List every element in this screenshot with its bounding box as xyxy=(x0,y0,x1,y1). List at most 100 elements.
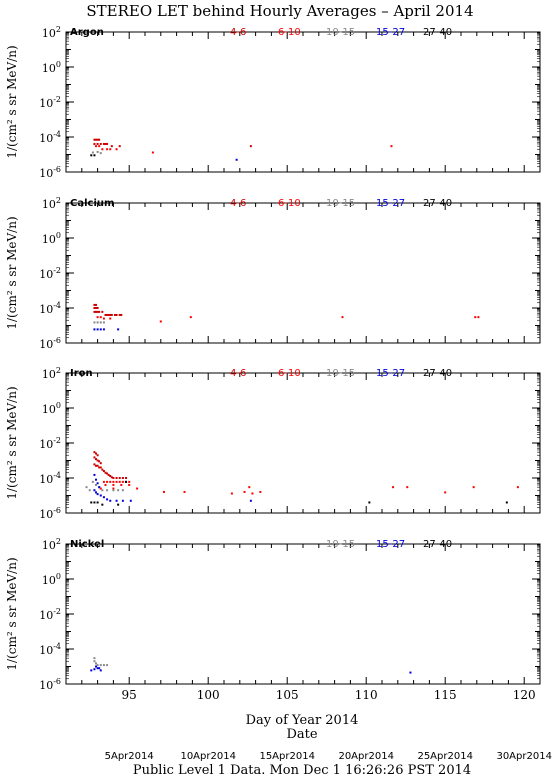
date-ticks: 5Apr2014 10Apr2014 15Apr2014 20Apr2014 25Apr… xyxy=(105,751,552,762)
legend-entry-27-40: 27-40 xyxy=(423,368,452,379)
data-point xyxy=(96,316,99,319)
data-point xyxy=(406,486,409,489)
data-point xyxy=(101,468,104,471)
data-point xyxy=(96,501,99,504)
data-point xyxy=(96,307,99,309)
data-point xyxy=(106,313,109,316)
series-15-27 xyxy=(93,328,120,331)
data-point xyxy=(110,476,113,479)
data-point xyxy=(444,491,447,494)
legend-entry-27-40: 27-40 xyxy=(423,198,452,209)
y-tick-label: 10-6 xyxy=(39,506,61,521)
data-point xyxy=(93,307,96,309)
data-point xyxy=(104,313,107,316)
data-point xyxy=(96,328,99,331)
panel-calcium: 10-6 10-4 10-2 100 102 1/(cm² s sr MeV/n) Calc… xyxy=(5,196,541,351)
data-point xyxy=(102,317,105,320)
data-point xyxy=(259,490,262,493)
data-point xyxy=(93,489,96,492)
data-point xyxy=(109,317,112,320)
plot-frame xyxy=(65,202,541,344)
data-point xyxy=(104,471,107,474)
y-tick-label: 10-6 xyxy=(39,165,61,180)
data-point xyxy=(102,328,105,331)
data-point xyxy=(107,473,110,476)
legend-entry-6-10: 6-10 xyxy=(278,368,301,379)
data-point xyxy=(93,463,96,466)
data-point xyxy=(96,321,99,324)
data-point xyxy=(112,477,115,479)
series-4-6 xyxy=(93,451,128,479)
data-point xyxy=(112,483,115,486)
data-point xyxy=(93,310,96,313)
data-point xyxy=(96,150,99,153)
x-axis-label: Day of Year 2014 xyxy=(246,713,359,728)
data-point xyxy=(88,489,91,492)
data-point xyxy=(109,499,112,502)
data-point xyxy=(474,316,477,319)
data-point xyxy=(102,142,105,145)
panel-nickel: 10-6 10-4 10-2 100 102 1/(cm² s sr MeV/n) Nick… xyxy=(5,537,541,702)
data-point xyxy=(106,480,109,483)
data-point xyxy=(120,483,123,486)
x-tick-label: 120 xyxy=(513,688,536,702)
data-point xyxy=(99,321,102,324)
data-point xyxy=(117,489,120,492)
data-point xyxy=(162,490,165,493)
y-tick-label: 100 xyxy=(42,401,61,416)
data-point xyxy=(102,470,105,473)
panel-name: Calcium xyxy=(70,198,114,209)
data-point xyxy=(106,148,109,151)
data-point xyxy=(102,321,105,324)
data-point xyxy=(118,480,121,483)
data-point xyxy=(95,458,98,461)
date-axis-label: Date xyxy=(286,727,317,742)
data-point xyxy=(93,473,96,476)
data-point xyxy=(102,496,105,499)
legend-entry-15-27: 15-27 xyxy=(376,27,405,38)
data-point xyxy=(189,316,192,319)
y-tick-label: 100 xyxy=(42,572,61,587)
data-point xyxy=(115,499,118,502)
data-point xyxy=(129,499,132,502)
data-point xyxy=(121,489,124,492)
data-point xyxy=(96,664,99,667)
data-point xyxy=(392,486,395,489)
series-4-6 xyxy=(93,138,252,148)
data-point xyxy=(96,493,99,496)
legend-entry-27-40: 27-40 xyxy=(423,539,452,550)
data-point xyxy=(95,464,98,467)
data-point xyxy=(107,313,110,316)
legend-entry-15-27: 15-27 xyxy=(376,198,405,209)
plot-frame xyxy=(65,543,541,685)
series-10-15 xyxy=(93,657,109,667)
data-point xyxy=(95,138,98,141)
legend-entry-6-10: 6-10 xyxy=(278,198,301,209)
data-point xyxy=(118,145,121,148)
panel-name: Nickel xyxy=(70,539,104,550)
data-point xyxy=(95,662,98,665)
data-point xyxy=(93,660,96,663)
data-point xyxy=(112,480,115,483)
y-tick-label: 10-2 xyxy=(39,607,61,622)
data-point xyxy=(93,303,96,306)
legend-entry-10-15: 10-15 xyxy=(326,539,355,550)
data-point xyxy=(390,145,393,148)
data-point xyxy=(104,142,107,145)
data-point xyxy=(115,477,118,479)
data-point xyxy=(99,142,102,145)
y-tick-label: 10-2 xyxy=(39,95,61,110)
date-tick-label: 20Apr2014 xyxy=(338,751,393,762)
data-point xyxy=(93,668,96,671)
data-point xyxy=(477,316,480,319)
date-tick-label: 25Apr2014 xyxy=(417,751,472,762)
data-point xyxy=(93,321,96,324)
series-27-40 xyxy=(90,480,508,506)
y-axis-label: 1/(cm² s sr MeV/n) xyxy=(5,386,19,499)
series-4-6 xyxy=(93,303,123,316)
data-point xyxy=(125,480,128,483)
data-point xyxy=(98,460,101,463)
data-point xyxy=(85,486,88,489)
data-point xyxy=(101,310,104,313)
